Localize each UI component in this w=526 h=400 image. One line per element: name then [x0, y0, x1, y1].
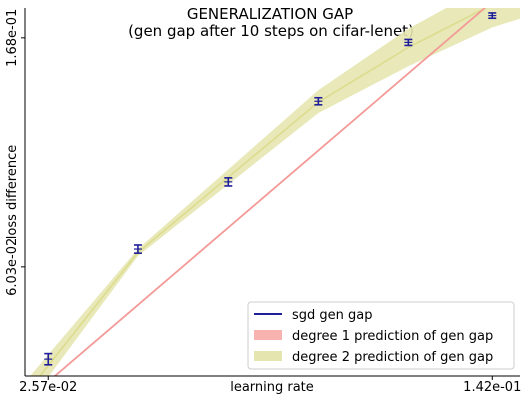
y-tick-label: 6.03e-02 [5, 238, 20, 296]
x-tick-label: 1.42e-01 [463, 380, 521, 395]
sgd-gen-gap-point [404, 38, 413, 47]
legend-label-degree-2: degree 2 prediction of gen gap [292, 350, 493, 365]
plot-area [30, 8, 520, 376]
legend: sgd gen gap degree 1 prediction of gen g… [247, 301, 515, 370]
sgd-gen-gap-point [488, 12, 497, 20]
sgd-gen-gap-point [133, 244, 142, 254]
chart-subtitle: (gen gap after 10 steps on cifar-lenet) [128, 22, 414, 40]
degree-1-prediction-line [53, 8, 486, 376]
sgd-gen-gap-point [224, 177, 233, 187]
y-axis-label: loss difference [5, 145, 20, 240]
legend-label-sgd-gen-gap: sgd gen gap [292, 308, 373, 323]
legend-frame [247, 301, 515, 370]
sgd-gen-gap-point [44, 352, 53, 366]
chart-title: GENERALIZATION GAP [187, 5, 353, 23]
legend-label-degree-1: degree 1 prediction of gen gap [292, 329, 493, 344]
sgd-gen-gap-points [44, 12, 497, 366]
x-axis-label: learning rate [230, 380, 314, 395]
legend-swatch-degree-2 [254, 351, 282, 361]
y-tick-label: 1.68e-01 [5, 9, 20, 67]
axis-ticks: 2.57e-02 1.42e-01 6.03e-02 1.68e-01 [5, 9, 521, 395]
degree-2-prediction-line [39, 8, 488, 376]
sgd-gen-gap-point [314, 96, 323, 106]
x-tick-label: 2.57e-02 [19, 380, 77, 395]
legend-swatch-degree-1 [254, 330, 282, 340]
